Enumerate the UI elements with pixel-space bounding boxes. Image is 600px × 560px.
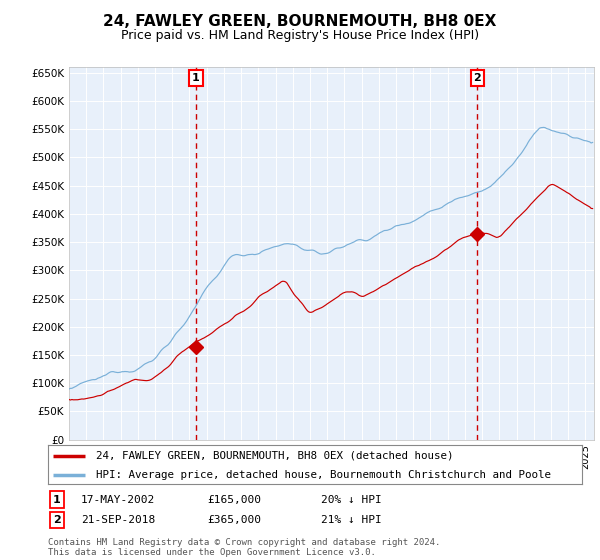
Text: 21% ↓ HPI: 21% ↓ HPI: [321, 515, 382, 525]
Text: 20% ↓ HPI: 20% ↓ HPI: [321, 494, 382, 505]
Text: 1: 1: [53, 494, 61, 505]
Text: 24, FAWLEY GREEN, BOURNEMOUTH, BH8 0EX (detached house): 24, FAWLEY GREEN, BOURNEMOUTH, BH8 0EX (…: [96, 451, 454, 461]
Text: Contains HM Land Registry data © Crown copyright and database right 2024.
This d: Contains HM Land Registry data © Crown c…: [48, 538, 440, 557]
Text: 2: 2: [473, 73, 481, 83]
Text: 1: 1: [192, 73, 200, 83]
Text: HPI: Average price, detached house, Bournemouth Christchurch and Poole: HPI: Average price, detached house, Bour…: [96, 470, 551, 479]
Text: £365,000: £365,000: [207, 515, 261, 525]
Text: 21-SEP-2018: 21-SEP-2018: [81, 515, 155, 525]
Text: £165,000: £165,000: [207, 494, 261, 505]
Text: 17-MAY-2002: 17-MAY-2002: [81, 494, 155, 505]
Text: 24, FAWLEY GREEN, BOURNEMOUTH, BH8 0EX: 24, FAWLEY GREEN, BOURNEMOUTH, BH8 0EX: [103, 14, 497, 29]
Text: Price paid vs. HM Land Registry's House Price Index (HPI): Price paid vs. HM Land Registry's House …: [121, 29, 479, 42]
Text: 2: 2: [53, 515, 61, 525]
